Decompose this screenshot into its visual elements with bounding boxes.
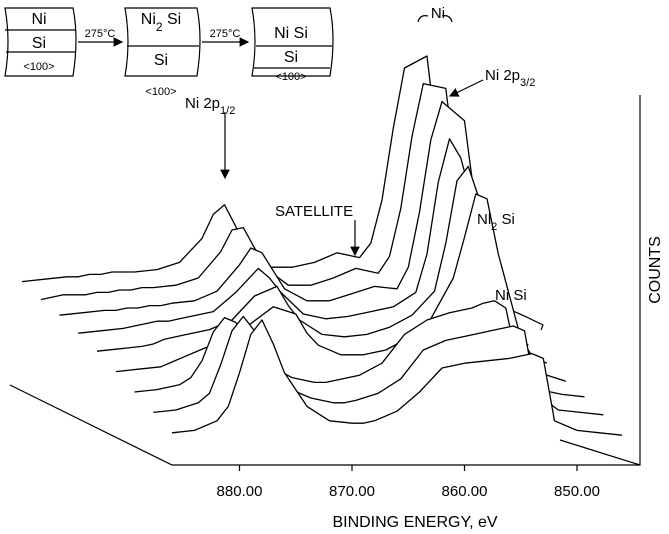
substrate-label: Si (154, 52, 168, 69)
brace (417, 15, 453, 23)
annotation: Nl2 Si (477, 211, 515, 233)
label-subscript: 3/2 (520, 77, 535, 89)
orientation-label: <100> (145, 86, 176, 98)
floor-edge (559, 439, 641, 466)
label-text: Ni Si (495, 287, 527, 304)
annotation: Ni 2p1/2 (185, 95, 235, 117)
spectrum-line (171, 319, 623, 436)
anneal-label: 275°C (85, 28, 116, 40)
plot-frame (9, 95, 641, 466)
label-text: Nl (477, 211, 491, 228)
arrow (448, 79, 484, 97)
label-text: Ni Si (274, 25, 308, 42)
label-text: Ni (31, 11, 46, 28)
orientation-label: <100> (275, 71, 306, 83)
annotation: Ni 2p3/2 (485, 67, 535, 89)
layer-label: Ni (31, 11, 46, 28)
stage-box (4, 7, 77, 77)
anneal-label: 275°C (210, 28, 241, 40)
layer-label: Ni Si (274, 25, 308, 42)
x-axis-label: BINDING ENERGY, eV (332, 514, 497, 531)
stage-box (124, 7, 201, 77)
layer-label: Ni2 Si (141, 11, 181, 34)
label-subscript: 2 (156, 20, 163, 34)
annotation: Ni (431, 5, 445, 22)
label-subscript: 1/2 (220, 105, 235, 117)
label-text: Ni (141, 11, 156, 28)
label-text: Ni (431, 5, 445, 22)
x-tick-label: 860.00 (442, 483, 488, 500)
substrate-label: Si (32, 35, 46, 52)
orientation-label: <100> (23, 61, 54, 73)
x-tick-label: 850.00 (554, 483, 600, 500)
label-text: Si (497, 211, 515, 228)
label-text: Ni 2p (185, 95, 220, 112)
label-text: SATELLITE (275, 203, 353, 220)
label-text: Ni 2p (485, 67, 520, 84)
x-tick-label: 880.00 (217, 483, 263, 500)
x-tick-label: 870.00 (329, 483, 375, 500)
label-text: Si (163, 11, 182, 28)
label-subscript: 2 (491, 221, 497, 233)
stage-box (251, 7, 334, 77)
substrate-label: Si (284, 49, 298, 66)
annotation: Ni Si (495, 287, 527, 304)
y-axis-label: COUNTS (647, 236, 664, 304)
annotation: SATELLITE (275, 203, 353, 220)
